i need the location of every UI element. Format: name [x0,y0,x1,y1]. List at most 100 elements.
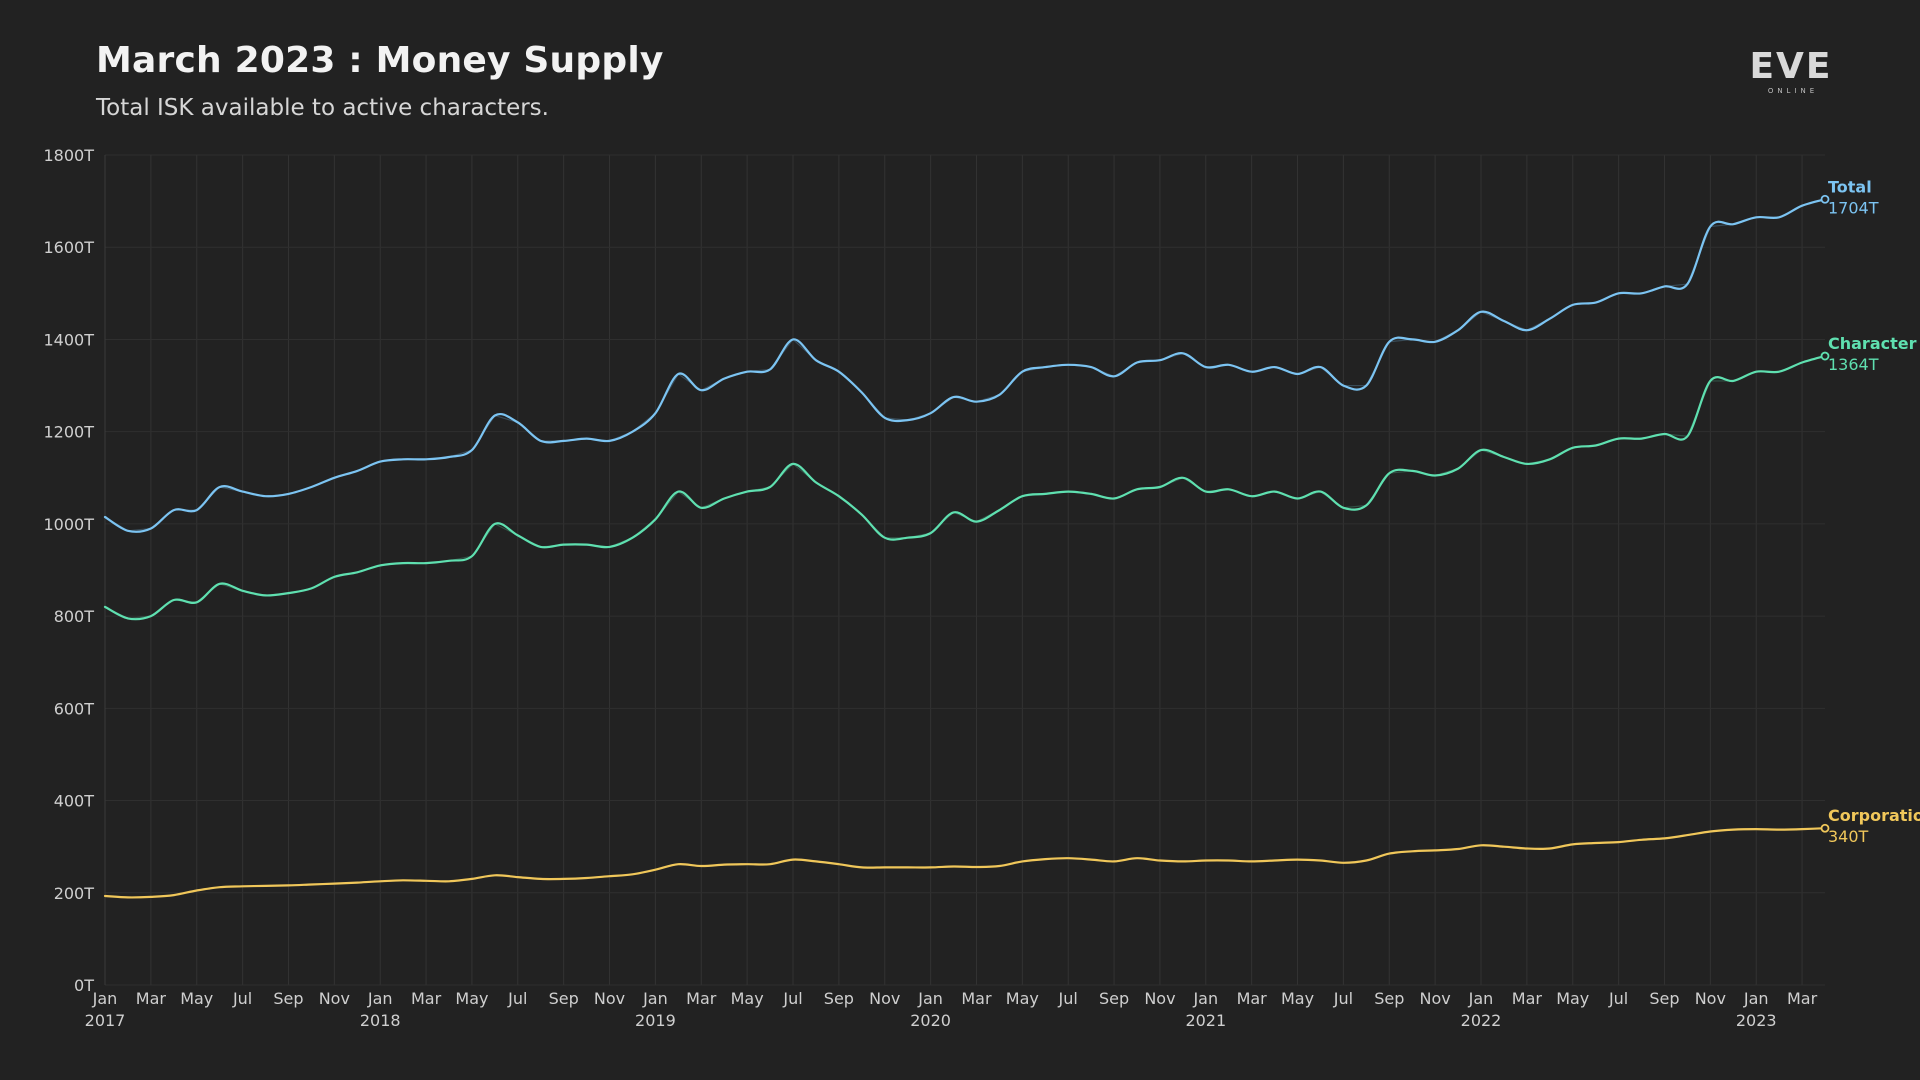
corporation-point [746,863,748,865]
corporation-point [1480,844,1482,847]
character-point [861,513,863,516]
corporation-point [1709,830,1712,833]
character-point [1227,488,1230,491]
corporation-point [1801,828,1803,830]
character-point [769,486,771,488]
total-point [1526,329,1528,332]
total-point [287,493,290,495]
total-raw-line [104,198,1826,532]
series-end-labels: Total 1704T Character 1364T Corporation 340T [1820,177,1920,846]
total-point [1273,366,1276,368]
character-point [448,559,450,562]
y-tick-label: 600T [54,699,95,718]
character-point [1388,472,1391,474]
total-point [218,486,221,488]
character-point [1709,380,1712,382]
corporation-point [1342,862,1345,864]
character-point [173,599,175,601]
y-tick-label: 800T [54,607,95,626]
character-point [1296,497,1299,500]
character-point [883,536,886,539]
x-tick-label: Jul [1333,989,1353,1008]
total-point [1594,301,1597,304]
character-line [103,354,1827,621]
corporation-point [1617,841,1620,843]
character-point [1159,486,1161,488]
total-point [517,421,519,424]
eve-online-logo: EVE ONLINE [1749,48,1830,95]
x-tick-label: May [180,989,213,1008]
character-point [677,490,680,493]
character-point [998,509,1001,511]
total-point [1227,364,1230,366]
x-axis: Jan Mar May Jul Sep Nov Jan Mar May Jul Sep Nov Jan M… [85,989,1818,1030]
total-point [975,400,978,403]
total-point [241,490,244,493]
total-point [654,412,657,415]
corporation-point [287,884,290,887]
character-point [929,532,932,534]
corporation-point [952,865,955,868]
total-point [1021,370,1024,373]
total-point [1755,216,1757,219]
logo-subtext: ONLINE [1768,87,1818,95]
corporation-point [173,894,175,896]
total-point [1617,292,1620,295]
total-label: Total [1828,177,1872,196]
character-raw-line [104,355,1826,620]
corporation-point [883,866,886,869]
total-point [585,437,588,440]
y-tick-label: 0T [74,976,94,995]
character-point [1021,495,1024,498]
character-point [1617,437,1620,440]
corporation-point [723,863,725,866]
corporation-point [769,863,771,865]
y-tick-label: 400T [54,792,95,811]
character-point [1182,476,1184,479]
corporation-point [1319,859,1322,862]
x-tick-label: Jan [1468,989,1494,1008]
character-point [1503,456,1505,458]
y-tick-label: 200T [54,884,95,903]
total-point [1480,310,1482,313]
total-point [310,486,313,488]
total-point [723,377,725,380]
x-tick-label: Sep [549,989,579,1008]
x-tick-label: Mar [1237,989,1268,1008]
character-point [815,481,817,484]
corporation-point [1067,857,1069,859]
x-tick-label: Sep [273,989,303,1008]
character-point [1594,444,1597,447]
x-tick-label: May [455,989,488,1008]
total-point [1801,204,1803,207]
total-point [356,470,359,472]
corporation-point [815,860,817,863]
corporation-point [218,886,221,889]
corporation-point [1640,838,1643,841]
character-point [1342,506,1345,509]
total-point [1778,216,1780,219]
character-point [1549,458,1551,461]
total-point [1411,338,1413,341]
corporation-point [998,865,1001,867]
x-tick-label: Nov [1144,989,1175,1008]
corporation-point [127,896,129,899]
corporation-point [402,879,404,882]
total-point [402,458,404,461]
x-tick-label: Mar [961,989,992,1008]
corporation-point [1594,842,1597,844]
corporation-point [241,885,244,888]
series-lines [103,198,1827,899]
corporation-point [1388,852,1391,855]
character-point [1434,474,1436,477]
total-point [471,449,473,451]
character-point [723,497,725,500]
total-point [1044,366,1047,368]
total-point [379,460,382,463]
character-point [1755,370,1757,373]
corporation-point [975,866,978,868]
total-point [1709,225,1712,228]
corporation-point [1755,828,1757,830]
corporation-point [1778,828,1780,831]
character-point [1640,437,1643,440]
